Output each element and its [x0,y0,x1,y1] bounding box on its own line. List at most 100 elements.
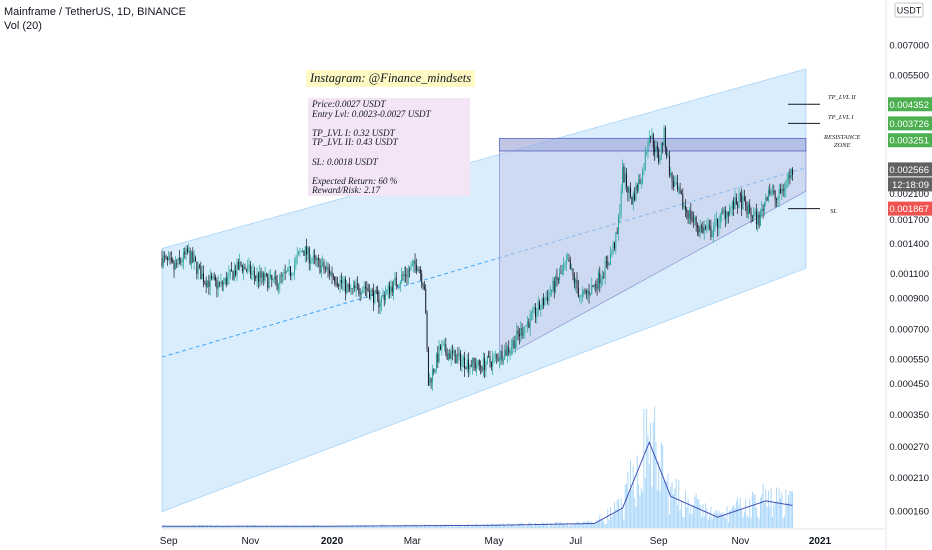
candle-body [401,274,403,283]
candle-body [418,269,420,271]
volume-bar [644,478,646,528]
candle-body [612,243,614,252]
volume-bar [469,526,471,528]
candle-body [549,292,551,294]
volume-bar [241,525,243,528]
candle-body [269,274,271,278]
x-axis[interactable]: Sep Nov 2020 Mar May Jul Sep Nov 2021 [160,528,885,547]
volume-bar [215,526,217,528]
candle-body [221,281,223,286]
candle-body [521,327,523,336]
candle-body [170,258,172,261]
candle-body [620,190,622,211]
volume-bar [464,526,466,528]
candle-body [417,269,419,272]
candle-body [784,188,785,191]
volume-bar [280,525,282,528]
volume-bar [391,526,393,528]
candle-body [237,262,239,270]
volume-bar [323,525,325,528]
volume-bar [559,522,561,528]
y-axis[interactable]: 0.000160 0.000210 0.000270 0.000350 0.000450… [885,0,932,550]
candle-body [644,152,646,170]
volume-bar [407,526,409,528]
candle-body [651,134,653,138]
volume-indicator-label[interactable]: Vol (20) [4,20,42,32]
candle-body [299,251,301,253]
volume-bar [678,479,680,528]
volume-bar [601,519,603,528]
y-tick-label: 0.007000 [889,41,929,52]
candle-body [719,213,721,225]
volume-bar [688,513,690,528]
candle-body [729,208,731,216]
volume-bar [418,527,420,528]
volume-bar [758,518,760,528]
candle-body [425,288,427,313]
candle-body [355,284,357,289]
price-tag [888,177,932,192]
candle-body [442,344,444,346]
volume-bar [465,525,467,528]
candle-body [595,284,597,287]
candle-body [581,292,583,296]
candle-body [655,145,657,153]
candle-body [489,356,491,362]
candle-body [196,261,198,274]
candle-body [761,208,763,211]
candle-body [326,267,328,270]
candle-body [755,211,757,225]
candle-body [731,201,733,208]
candle-body [366,288,368,290]
candle-body [363,286,365,289]
volume-bar [597,522,599,528]
volume-bar [497,523,499,528]
volume-bar [536,524,538,528]
volume-bar [272,525,274,528]
candle-body [636,185,638,191]
candle-body [181,261,183,263]
candle-body [593,284,595,287]
candle-body [624,173,626,183]
sl-label: SL [830,208,837,215]
y-tick-label: 0.000900 [889,294,929,305]
volume-bar [367,526,369,528]
volume-bar [288,526,290,528]
candle-body [450,350,452,359]
candle-body [632,193,634,205]
y-tick-label: 0.000160 [889,507,929,518]
candle-body [343,278,345,283]
volume-bar [430,524,432,528]
volume-bar [510,523,512,528]
volume-bar [660,442,662,528]
volume-bar [411,525,413,528]
y-tick-label: 0.000450 [889,379,929,390]
target-levels [788,103,820,210]
volume-bar [306,527,308,528]
volume-bar [693,505,694,528]
candle-body [209,276,211,287]
volume-bar [522,524,524,528]
candle-body [271,274,273,280]
volume-bar [553,525,555,528]
volume-bar [378,526,380,528]
volume-bar [750,517,752,528]
candle-body [347,284,349,286]
volume-bar [619,510,621,528]
volume-bar [706,508,708,528]
candle-body [327,267,329,270]
candle-body [693,219,694,221]
volume-bar [454,525,456,528]
volume-bar [620,498,622,528]
candle-body [718,224,720,228]
volume-bar [593,523,595,528]
candle-body [650,137,652,139]
volume-bar [739,498,741,528]
volume-bar [299,526,301,528]
candle-body [411,264,413,267]
volume-bar [551,524,553,528]
volume-bar [556,521,558,528]
x-tick-label: 2021 [809,536,832,547]
volume-bar [561,524,563,528]
